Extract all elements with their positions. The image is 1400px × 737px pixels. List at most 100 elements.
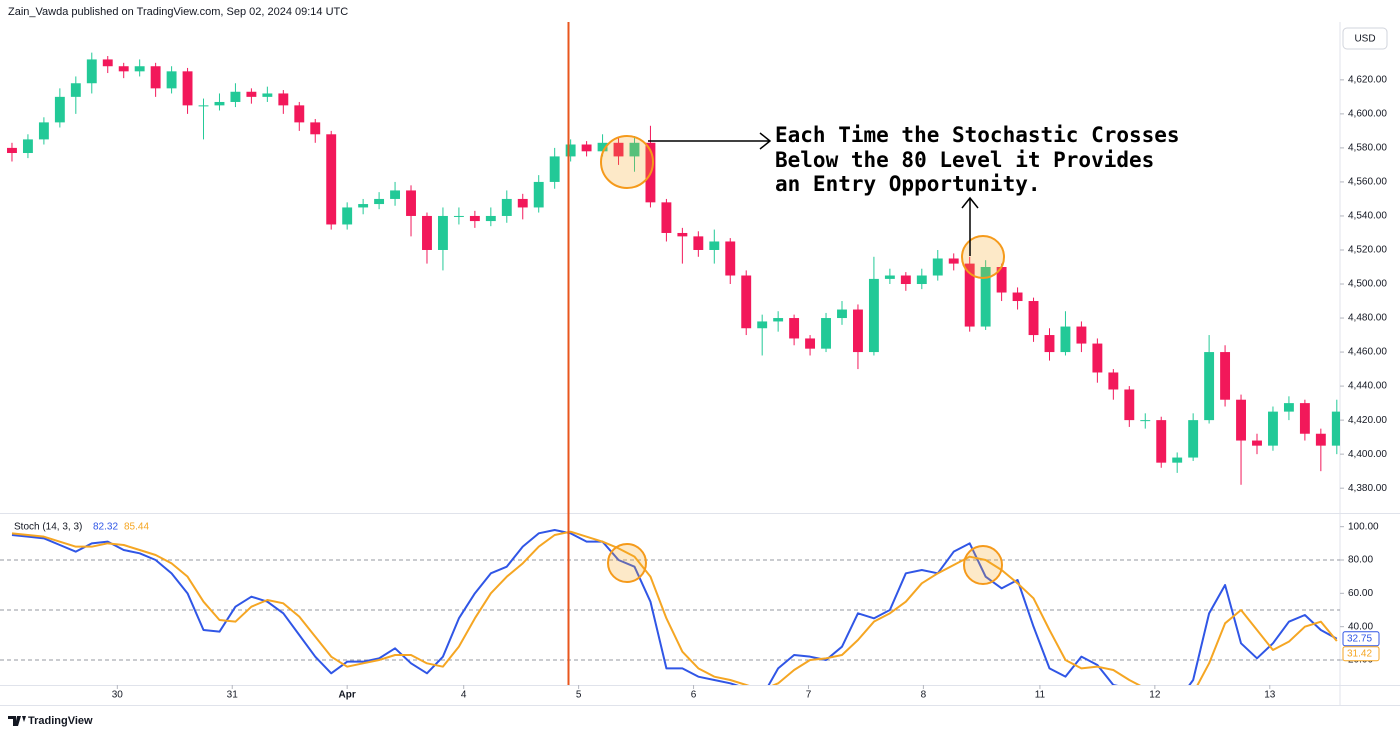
candle-body [310,122,321,135]
candle-body [453,215,464,217]
candle-body [773,318,784,322]
candle-body [677,232,688,237]
price-pane [7,52,1340,485]
candle-body [38,122,49,140]
candle-body [853,309,863,353]
x-tick-label: 6 [691,690,697,701]
last-value-label: 32.75 [1347,633,1372,644]
arrow [961,196,979,256]
candle-body [805,338,816,349]
y-tick-label: 60.00 [1348,588,1373,599]
candle-body [1268,411,1278,446]
candle-body [1331,411,1340,446]
y-tick-label: 4,400.00 [1348,449,1387,460]
candle-body [246,91,257,97]
annotation: an Entry Opportunity. [775,172,1041,196]
candle-body [565,144,576,157]
x-tick-label: 4 [461,690,467,701]
candle-body [517,198,528,208]
candle-body [597,142,608,152]
candle-body [821,318,831,349]
highlight-circle [961,235,1005,279]
candle-body [182,71,193,106]
y-tick-label: 4,480.00 [1348,313,1387,324]
candle-body [1283,403,1294,412]
y-tick-label: 4,520.00 [1348,245,1387,256]
candle-body [549,156,560,182]
candle-body [948,258,959,264]
candle-body [868,278,879,353]
candle-body [900,275,911,285]
x-tick-label: 8 [921,690,927,701]
candle-body [757,321,768,329]
y-tick-label: 4,560.00 [1348,177,1387,188]
x-tick-label: 30 [112,690,124,701]
candle-body [501,198,512,216]
x-tick-label: 31 [227,690,239,701]
stoch-line [11,530,1338,685]
candle-body [262,93,273,97]
candle-body [390,190,401,199]
candle-body [996,267,1007,293]
candle-body [837,309,847,319]
candle-body [278,93,289,106]
candle-body [661,202,672,233]
x-tick-label: 5 [576,690,582,701]
x-tick-label: Apr [339,690,356,701]
y-tick-label: 4,500.00 [1348,279,1387,290]
candle-body [884,275,895,279]
candle-body [326,134,337,225]
annotation: Below the 80 Level it Provides [775,148,1154,172]
candle-body [342,207,353,225]
candle-body [70,83,81,97]
highlight-circle [963,545,1003,585]
candle-body [469,215,480,222]
y-tick-label: 4,540.00 [1348,211,1387,222]
y-tick-label: 4,440.00 [1348,381,1387,392]
annotation: Each Time the Stochastic Crosses [775,123,1180,147]
x-tick-label: 12 [1149,690,1161,701]
candle-body [1188,420,1199,458]
candle-body [980,267,991,327]
publisher: Zain_Vawda published on TradingView.com,… [8,6,348,18]
candle-body [422,215,432,250]
candle-body [1028,301,1039,336]
x-tick-label: 13 [1264,690,1276,701]
y-tick-label: 4,580.00 [1348,143,1387,154]
stoch-k-value: 82.32 [93,522,118,533]
x-tick-label: 11 [1035,690,1046,701]
y-tick-label: 4,620.00 [1348,74,1387,85]
candle-body [789,318,800,339]
candle-body [1012,292,1023,302]
candle-body [86,59,97,84]
last-value-box [1342,646,1380,662]
y-tick-label: 4,420.00 [1348,415,1387,426]
y-tick-label: 100.00 [1348,521,1379,532]
candle-body [1108,372,1119,390]
candle-body [725,241,736,276]
candle-body [693,236,704,250]
candle-body [964,263,975,327]
candle-body [741,275,752,329]
last-value-label: 31.42 [1347,648,1372,659]
y-tick-label: 4,460.00 [1348,347,1387,358]
candle-body [1252,440,1262,446]
candle-body [1140,420,1151,422]
candle-body [374,198,385,205]
candle-body [1220,352,1231,400]
candle-body [1060,326,1071,353]
y-tick-label: 4,380.00 [1348,483,1387,494]
candle-body [1172,457,1183,463]
candle-body [406,190,416,216]
candle-body [358,204,369,208]
candle-body [629,142,640,157]
candle-body [916,275,927,285]
candle-body [150,66,161,89]
candle-body [1315,433,1326,446]
tv-logo [8,716,26,726]
candle-body [198,105,209,107]
candle-body [214,101,225,106]
stoch-pane [0,529,1340,685]
